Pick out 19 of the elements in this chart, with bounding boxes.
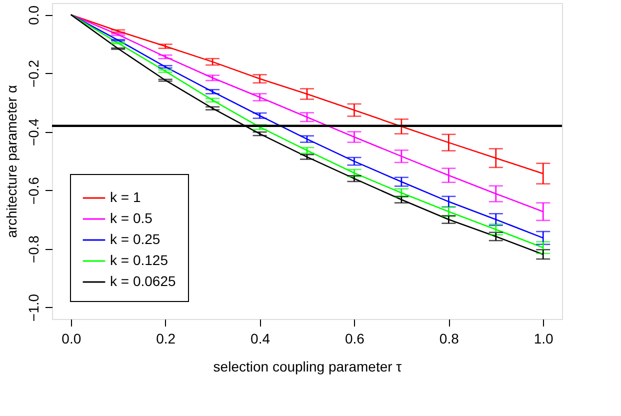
y-tick-label: −0.8 (26, 235, 42, 264)
x-tick-label: 0.6 (344, 330, 365, 346)
x-tick-label: 0.2 (156, 330, 176, 346)
x-tick-label: 0.4 (250, 330, 270, 346)
legend-label: k = 0.125 (110, 252, 168, 268)
y-tick-label: −1.0 (26, 294, 42, 322)
x-axis-title: selection coupling parameter τ (213, 358, 402, 374)
x-tick-label: 0.0 (62, 330, 82, 346)
x-tick-label: 1.0 (534, 330, 554, 346)
legend-label: k = 1 (110, 189, 141, 205)
y-tick-label: −0.2 (26, 60, 42, 88)
legend-label: k = 0.5 (110, 210, 153, 226)
legend-label: k = 0.25 (110, 231, 160, 247)
y-axis-title: architecture parameter α (4, 85, 20, 238)
x-tick-label: 0.8 (439, 330, 460, 346)
y-tick-label: −0.4 (26, 118, 42, 146)
legend-label: k = 0.0625 (110, 273, 176, 289)
y-tick-label: −0.6 (26, 176, 42, 205)
y-tick-label: 0.0 (26, 5, 42, 25)
